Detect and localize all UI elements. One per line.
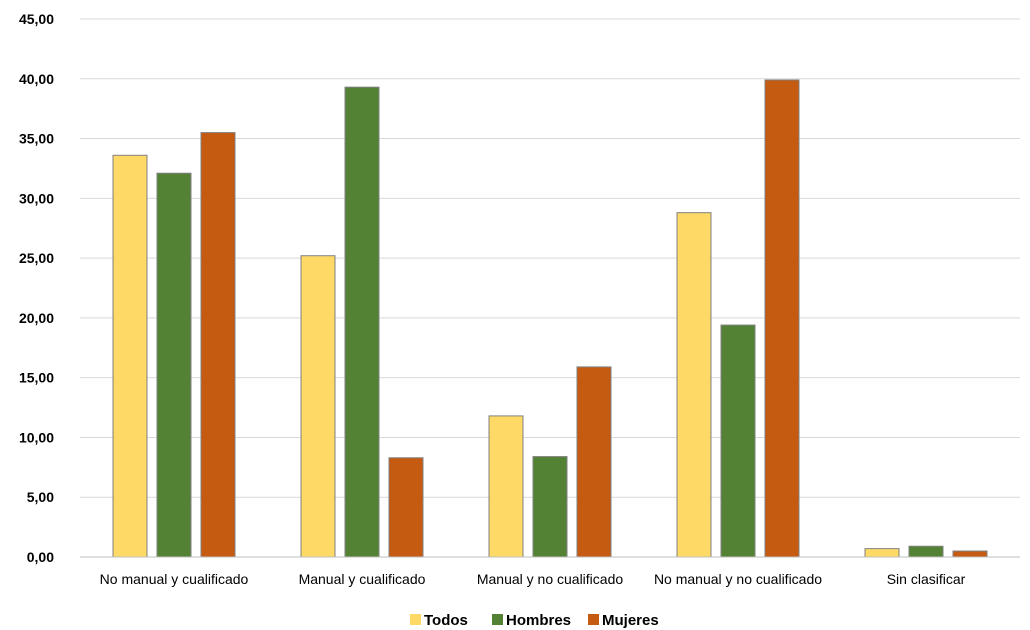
legend-swatch-hombres (492, 614, 503, 625)
x-axis: No manual y cualificado Manual y cualific… (100, 571, 966, 587)
legend-swatch-mujeres (588, 614, 599, 625)
bar-todos (488, 415, 524, 558)
bar-mujeres (576, 366, 612, 558)
y-tick-label: 15,00 (19, 370, 54, 386)
bar-hombres (908, 545, 944, 558)
bar-hombres (344, 86, 380, 558)
y-tick-label: 10,00 (19, 429, 54, 445)
x-tick-label: No manual y cualificado (100, 571, 249, 587)
gridlines (80, 18, 1020, 498)
bar-hombres (532, 456, 568, 558)
legend-label-todos: Todos (424, 612, 468, 629)
bar-hombres (156, 172, 192, 558)
legend-swatch-todos (410, 614, 421, 625)
bar-todos (300, 255, 336, 558)
bar-mujeres (764, 79, 800, 558)
y-tick-label: 20,00 (19, 310, 54, 326)
legend: Todos Hombres Mujeres (410, 612, 659, 629)
y-axis: 0,00 5,00 10,00 15,00 20,00 25,00 30,00 35,00 40… (19, 11, 54, 565)
y-tick-label: 40,00 (19, 71, 54, 87)
x-tick-label: Manual y no cualificado (477, 571, 624, 587)
x-tick-label: No manual y no cualificado (654, 571, 822, 587)
y-tick-label: 45,00 (19, 11, 54, 27)
bars (112, 79, 988, 558)
bar-todos (676, 212, 712, 558)
x-tick-label: Manual y cualificado (299, 571, 426, 587)
y-tick-label: 5,00 (27, 489, 54, 505)
y-tick-label: 0,00 (27, 549, 54, 565)
bar-todos (112, 154, 148, 558)
legend-label-mujeres: Mujeres (602, 612, 659, 629)
legend-label-hombres: Hombres (506, 612, 571, 629)
bar-mujeres (200, 132, 236, 558)
bar-todos (864, 548, 900, 558)
y-tick-label: 35,00 (19, 131, 54, 147)
y-tick-label: 30,00 (19, 190, 54, 206)
x-tick-label: Sin clasificar (887, 571, 966, 587)
bar-mujeres (952, 550, 988, 558)
bar-hombres (720, 324, 756, 558)
bar-mujeres (388, 457, 424, 558)
y-tick-label: 25,00 (19, 250, 54, 266)
